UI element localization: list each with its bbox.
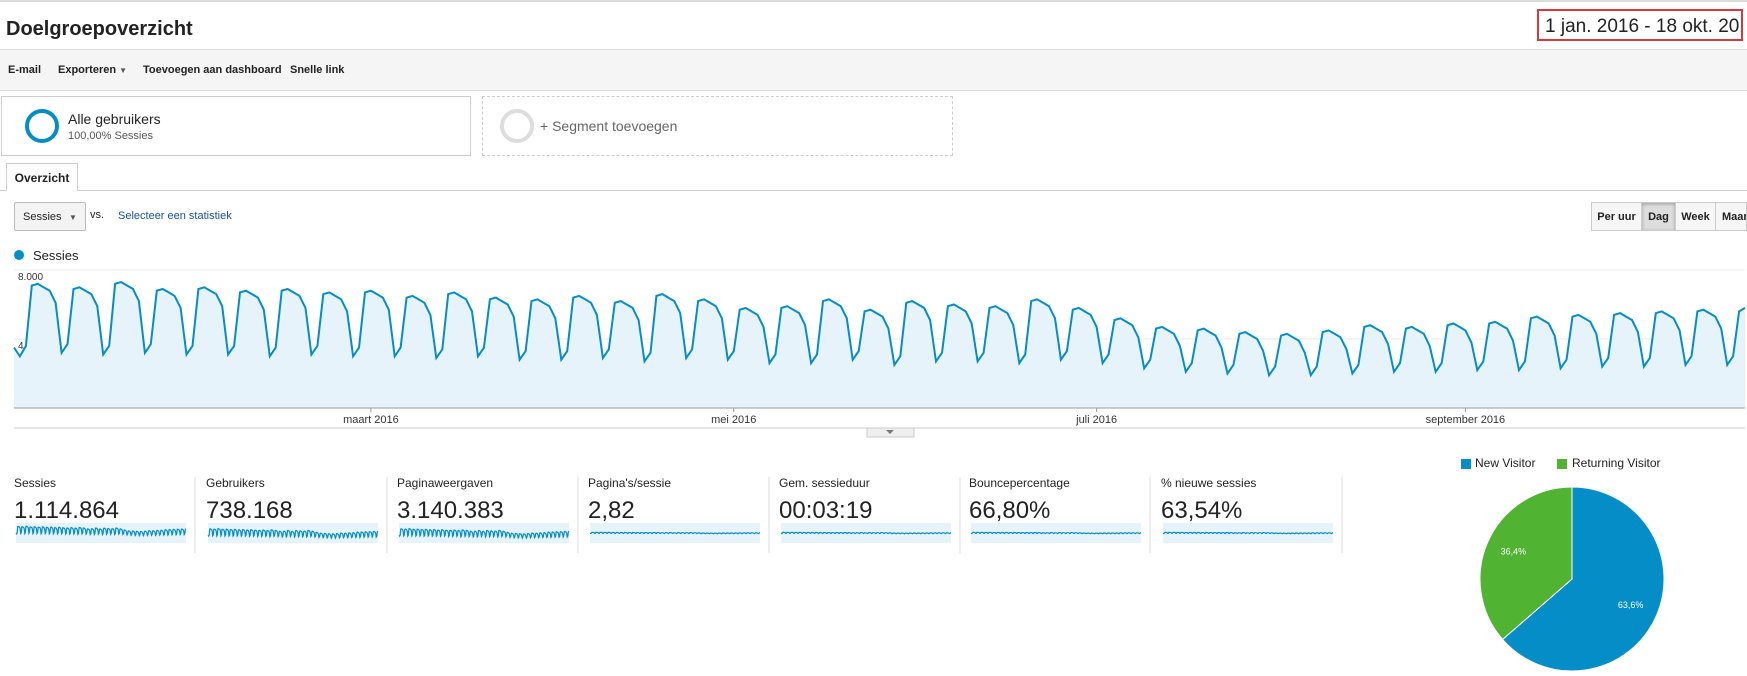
sparkline-decor: [970, 531, 1142, 535]
top-border: [0, 0, 1747, 2]
pie-label: 36,4%: [1501, 547, 1527, 557]
metric-value: 63,54%: [1161, 497, 1243, 524]
x-tick-label: september 2016: [1426, 414, 1506, 426]
sparkline-decor: [398, 527, 570, 540]
pie-legend-swatch: [1557, 459, 1567, 469]
dropdown-arrow: ▼: [119, 66, 128, 75]
metric-label: Gem. sessieduur: [779, 476, 870, 490]
granularity-button[interactable]: Week: [1675, 202, 1716, 231]
x-tick-label: juli 2016: [1075, 414, 1117, 426]
metric-value: 3.140.383: [397, 497, 504, 524]
granularity-button[interactable]: Maand: [1715, 202, 1747, 231]
toolbar-item[interactable]: Exporteren ▼: [58, 64, 127, 76]
metric-label: Bouncepercentage: [969, 476, 1070, 490]
toolbar-label: Exporteren: [58, 64, 117, 76]
sparkline: [15, 525, 187, 538]
pie-legend-swatch: [1461, 459, 1471, 469]
metric-label: Pagina's/sessie: [588, 476, 672, 490]
metric-value: 00:03:19: [779, 497, 873, 524]
x-tick-label: mei 2016: [711, 414, 756, 426]
toolbar-item[interactable]: Snelle link: [290, 64, 345, 76]
metric-value: 66,80%: [969, 497, 1051, 524]
line: [13, 281, 1746, 378]
metric-value: 738.168: [206, 497, 293, 524]
pie-legend-label: Returning Visitor: [1572, 456, 1661, 470]
metric-dropdown[interactable]: Sessies ▼: [14, 202, 86, 231]
dropdown-arrow: ▼: [69, 213, 77, 222]
date-range[interactable]: 1 jan. 2016 - 18 okt. 2016: [1537, 9, 1743, 41]
pie-slice: [1501, 486, 1665, 672]
metric-value: 1.114.864: [14, 497, 119, 524]
page-title: Doelgroepoverzicht: [6, 18, 193, 40]
segment-name: + Segment toevoegen: [540, 118, 678, 134]
vs-label: vs.: [90, 209, 105, 221]
granularity-button[interactable]: Per uur: [1591, 202, 1642, 231]
tab[interactable]: Overzicht: [6, 163, 78, 191]
pie-legend-label: New Visitor: [1475, 456, 1536, 470]
x-tick-label: maart 2016: [343, 414, 399, 426]
pie-label: 63,6%: [1618, 600, 1644, 610]
y-tick-label: 8.000: [18, 272, 43, 283]
sparkline-decor: [589, 531, 761, 535]
compare-link[interactable]: Selecteer een statistiek: [118, 210, 232, 222]
segment-detail: 100,00% Sessies: [68, 130, 153, 142]
segment-name: Alle gebruikers: [68, 111, 161, 127]
toolbar-item[interactable]: Toevoegen aan dashboard: [143, 64, 282, 76]
toolbar: E-mail Exporteren ▼ Toevoegen aan dashbo…: [0, 49, 1747, 91]
legend-dot: [14, 250, 24, 260]
sparkline-decor: [207, 527, 379, 540]
sparkline-decor: [780, 531, 952, 535]
sparkline-decor: [1162, 531, 1334, 535]
metric-value: 2,82: [588, 497, 635, 524]
pie-slice: [1479, 486, 1573, 641]
dropdown-label: Sessies: [23, 211, 62, 223]
segment-card[interactable]: Alle gebruikers 100,00% Sessies: [1, 96, 471, 156]
tab-line: [0, 190, 1747, 191]
legend-label: Sessies: [33, 248, 79, 263]
metric-label: Paginaweergaven: [397, 476, 494, 490]
handle-arrow: [886, 430, 894, 434]
segment-icon: [25, 109, 59, 143]
metric-label: % nieuwe sessies: [1161, 476, 1257, 490]
segment-icon: [500, 109, 534, 143]
metric-label: Gebruikers: [206, 476, 265, 490]
toolbar-item[interactable]: E-mail: [8, 64, 42, 76]
metric-label: Sessies: [14, 476, 57, 490]
segment-add[interactable]: + Segment toevoegen: [482, 96, 953, 156]
granularity-button[interactable]: Dag: [1641, 202, 1676, 231]
